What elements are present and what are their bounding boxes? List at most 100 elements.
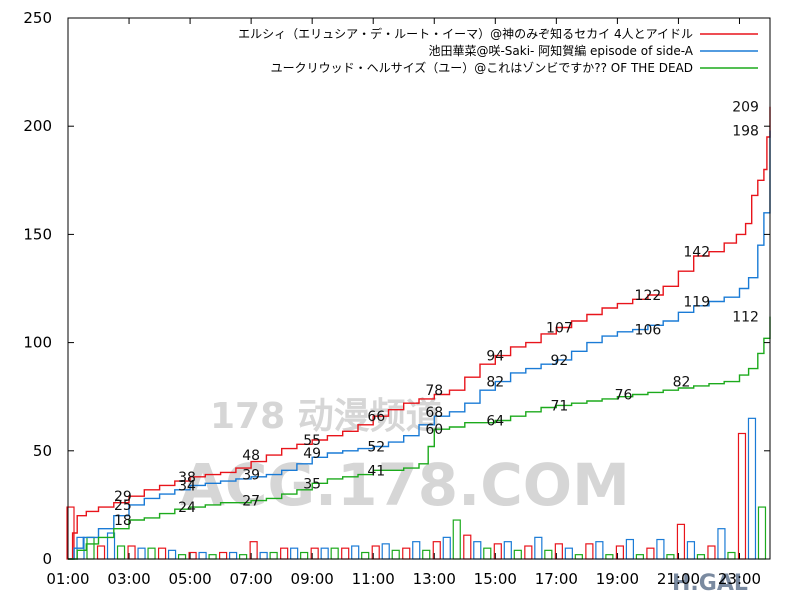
hourly-bar-blue (595, 541, 604, 560)
hourly-bar-green (177, 554, 187, 560)
hourly-bar-green (757, 506, 767, 560)
hourly-bar-green (696, 554, 706, 560)
data-label: 78 (425, 383, 443, 399)
data-label: 71 (550, 398, 568, 414)
watermark-line2: ACG.178.COM (180, 451, 630, 519)
hourly-bar-blue (351, 545, 360, 560)
hourly-bar-green (452, 519, 461, 560)
axes: 0 50 100 150 200 250 01:00 03:00 05:00 07:00 09:00… (23, 9, 771, 588)
hourly-bar-blue (442, 536, 451, 560)
hourly-bar-red (280, 547, 289, 560)
hourly-bar-green (300, 551, 309, 560)
hourly-bar-blue (320, 547, 329, 560)
hourly-bar-blue (198, 551, 207, 560)
data-label: 34 (178, 478, 196, 494)
hourly-bar-green (239, 554, 248, 560)
data-label: 107 (546, 320, 573, 336)
hourly-bar-green (574, 554, 583, 560)
hourly-bar-blue (717, 528, 726, 560)
hourly-bar-green (330, 547, 339, 560)
data-label: 25 (114, 498, 132, 514)
y-tick-label: 0 (42, 550, 52, 568)
data-label: 55 (303, 433, 321, 449)
data-label: 94 (486, 349, 504, 365)
x-tick-label: 21:00 (657, 570, 700, 588)
hourly-bar-green (483, 547, 492, 560)
hourly-bar-blue (259, 551, 268, 560)
hourly-bar-green (544, 549, 553, 560)
hourly-bar-green (116, 545, 126, 560)
hourly-bar-blue (137, 547, 146, 560)
legend-label-2: 池田華菜@咲-Saki- 阿知賀編 episode of side-A (428, 43, 693, 58)
hourly-bar-green (635, 554, 644, 560)
x-tick-label: 19:00 (596, 570, 639, 588)
data-label: 38 (178, 470, 196, 486)
legend-label-3: ユークリウッド・ヘルサイズ（ユー）@これはゾンビですか?? OF THE DEA… (271, 60, 693, 75)
data-label: 209 (732, 100, 759, 116)
hourly-bar-red (524, 545, 533, 560)
hourly-bar-blue (290, 547, 299, 560)
hourly-bar-blue (503, 541, 512, 560)
data-label: 60 (425, 422, 443, 438)
hourly-bar-green (361, 551, 370, 560)
x-tick-label: 15:00 (474, 570, 517, 588)
x-tick-label: 17:00 (535, 570, 578, 588)
hourly-bar-red (157, 547, 167, 560)
hourly-bar-red (737, 432, 747, 560)
data-label: 112 (732, 310, 759, 326)
x-tick-label: 05:00 (168, 570, 211, 588)
x-tick-label: 03:00 (107, 570, 150, 588)
hourly-bar-green (208, 554, 217, 560)
data-label: 27 (242, 494, 260, 510)
data-label: 68 (425, 405, 443, 421)
data-label: 142 (683, 245, 710, 261)
hourly-bar-red (219, 551, 228, 560)
hourly-bar-blue (534, 536, 543, 560)
hourly-bar-green (666, 554, 675, 560)
hourly-bar-blue (381, 543, 390, 560)
hourly-bar-red (463, 534, 472, 560)
hourly-bar-green (422, 549, 431, 560)
y-tick-label: 250 (23, 9, 52, 27)
y-tick-label: 200 (23, 117, 52, 135)
data-label: 76 (615, 388, 633, 404)
hourly-bar-green (513, 549, 522, 560)
data-label: 92 (550, 353, 568, 369)
watermark-logo: H.GAL (672, 571, 748, 596)
hourly-bar-green (391, 549, 400, 560)
hourly-bar-green (727, 551, 736, 560)
data-label: 66 (367, 409, 385, 425)
data-label: 82 (673, 375, 691, 391)
legend: エルシィ（エリュシア・デ・ルート・イーマ）@神のみぞ知るセカイ 4人とアイドル池… (238, 26, 758, 75)
x-tick-label: 13:00 (413, 570, 456, 588)
hourly-bar-red (707, 545, 716, 560)
series-line-1 (68, 106, 771, 560)
data-label: 52 (367, 439, 385, 455)
data-label: 24 (178, 500, 196, 516)
x-tick-label: 07:00 (230, 570, 273, 588)
y-tick-label: 150 (23, 225, 52, 243)
hourly-bar-red (585, 543, 594, 560)
y-tick-label: 50 (33, 442, 52, 460)
x-tick-label: 09:00 (291, 570, 334, 588)
hourly-bar-blue (473, 541, 482, 560)
data-label: 39 (242, 468, 260, 484)
watermark-line1: 178 动漫频道 (210, 396, 442, 437)
hourly-bar-blue (747, 417, 757, 560)
hourly-bar-blue (564, 547, 573, 560)
x-tick-label: 11:00 (352, 570, 395, 588)
x-tick-label: 23:00 (718, 570, 761, 588)
hourly-bar-blue (686, 541, 696, 560)
hourly-bar-blue (412, 541, 421, 560)
hourly-bar-red (96, 545, 106, 560)
data-label: 48 (242, 448, 260, 464)
hourly-bar-blue (656, 538, 665, 560)
data-label: 106 (635, 323, 662, 339)
watermark: 178 动漫频道 ACG.178.COM H.GAL (180, 396, 748, 596)
hourly-bar-blue (229, 551, 238, 560)
series-line-2 (68, 130, 771, 560)
data-label: 198 (732, 124, 759, 140)
